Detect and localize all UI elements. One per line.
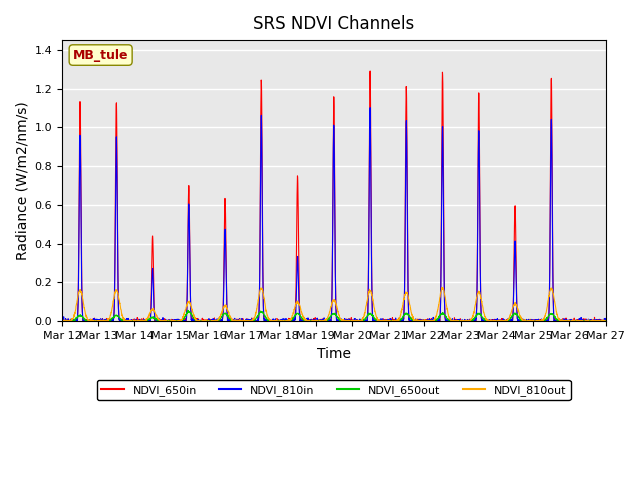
NDVI_810in bbox=[602, 318, 609, 324]
Line: NDVI_650in: NDVI_650in bbox=[62, 71, 605, 321]
Text: MB_tule: MB_tule bbox=[73, 48, 129, 61]
NDVI_810out bbox=[152, 312, 160, 318]
NDVI_650out bbox=[184, 308, 192, 313]
NDVI_650in bbox=[58, 318, 66, 324]
NDVI_810in bbox=[291, 318, 298, 324]
NDVI_810out bbox=[58, 318, 66, 324]
NDVI_650out bbox=[152, 315, 160, 321]
NDVI_650out bbox=[591, 318, 599, 324]
NDVI_810in bbox=[366, 105, 374, 110]
NDVI_810in bbox=[58, 318, 66, 324]
NDVI_650out bbox=[291, 313, 298, 319]
NDVI_650in bbox=[267, 317, 275, 323]
NDVI_810in bbox=[152, 318, 160, 324]
NDVI_810in bbox=[120, 318, 128, 324]
NDVI_650out bbox=[58, 318, 66, 324]
NDVI_650in bbox=[602, 318, 609, 324]
NDVI_650out bbox=[120, 318, 128, 324]
NDVI_810in bbox=[591, 318, 599, 324]
NDVI_650out bbox=[267, 318, 275, 324]
Legend: NDVI_650in, NDVI_810in, NDVI_650out, NDVI_810out: NDVI_650in, NDVI_810in, NDVI_650out, NDV… bbox=[97, 380, 571, 400]
Line: NDVI_810in: NDVI_810in bbox=[62, 108, 605, 321]
NDVI_650in bbox=[591, 318, 599, 324]
NDVI_650in bbox=[120, 318, 128, 324]
NDVI_650out bbox=[532, 318, 540, 324]
NDVI_810out bbox=[602, 318, 609, 324]
NDVI_810in bbox=[267, 318, 275, 324]
NDVI_810out bbox=[120, 317, 128, 323]
X-axis label: Time: Time bbox=[317, 347, 351, 360]
Line: NDVI_810out: NDVI_810out bbox=[62, 288, 605, 321]
NDVI_810out bbox=[58, 318, 66, 324]
Y-axis label: Radiance (W/m2/nm/s): Radiance (W/m2/nm/s) bbox=[15, 101, 29, 260]
NDVI_650out bbox=[602, 318, 609, 324]
NDVI_650in bbox=[152, 318, 160, 324]
NDVI_650in bbox=[58, 318, 66, 324]
NDVI_810in bbox=[59, 318, 67, 324]
NDVI_810out bbox=[533, 318, 541, 324]
NDVI_810out bbox=[591, 318, 599, 324]
NDVI_810out bbox=[439, 285, 447, 290]
NDVI_650in bbox=[366, 68, 374, 74]
NDVI_810out bbox=[291, 307, 298, 312]
Title: SRS NDVI Channels: SRS NDVI Channels bbox=[253, 15, 415, 33]
Line: NDVI_650out: NDVI_650out bbox=[62, 311, 605, 321]
NDVI_810out bbox=[267, 318, 275, 324]
NDVI_650in bbox=[291, 317, 298, 323]
NDVI_810in bbox=[533, 318, 541, 324]
NDVI_650in bbox=[533, 318, 541, 324]
